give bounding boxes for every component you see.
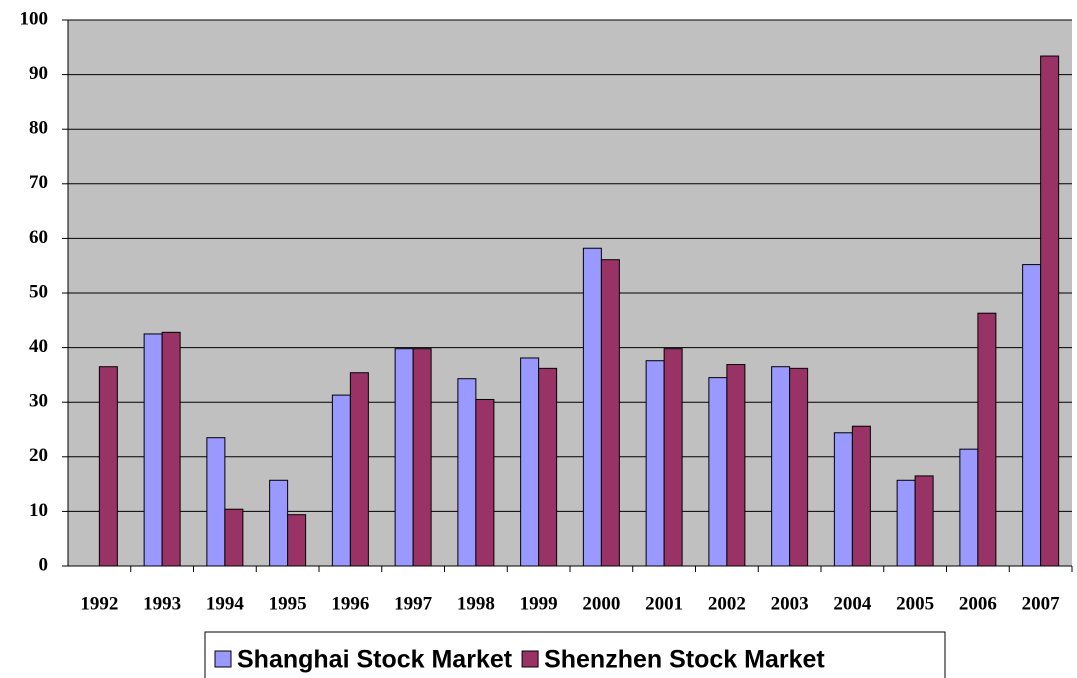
y-tick-label: 0: [39, 554, 49, 575]
bar: [914, 475, 934, 567]
x-tick-label: 2006: [959, 593, 997, 614]
bar: [206, 437, 226, 567]
bar: [269, 479, 289, 567]
bar: [412, 348, 432, 567]
x-tick-label: 2007: [1022, 593, 1061, 614]
y-tick-label: 10: [29, 500, 48, 521]
bar: [331, 394, 351, 567]
bar: [394, 348, 414, 567]
legend-box: [204, 631, 946, 678]
legend-swatch: [214, 650, 232, 668]
y-tick-label: 80: [29, 118, 48, 139]
x-tick-label: 2004: [833, 593, 872, 614]
bar: [851, 425, 871, 567]
bar: [896, 479, 916, 567]
bar: [600, 259, 620, 567]
bar: [959, 448, 979, 567]
bar: [1022, 264, 1042, 567]
bar: [663, 348, 683, 567]
x-tick-label: 1997: [394, 593, 433, 614]
bar: [708, 377, 728, 567]
y-tick-label: 30: [29, 391, 48, 412]
x-tick-label: 1994: [206, 593, 245, 614]
bar: [161, 331, 181, 567]
x-tick-label: 2002: [708, 593, 746, 614]
bar: [287, 514, 307, 567]
x-tick-label: 1993: [143, 593, 181, 614]
bar: [349, 372, 369, 567]
y-tick-label: 70: [29, 172, 48, 193]
bar: [833, 432, 853, 567]
y-tick-label: 20: [29, 445, 48, 466]
x-tick-label: 2001: [645, 593, 683, 614]
x-tick-label: 1998: [457, 593, 495, 614]
x-tick-label: 1992: [80, 593, 118, 614]
bar: [457, 378, 477, 567]
y-tick-label: 50: [29, 281, 48, 302]
legend-label: Shanghai Stock Market: [237, 646, 513, 674]
legend-label: Shenzhen Stock Market: [544, 646, 825, 674]
x-tick-label: 1995: [269, 593, 307, 614]
bar: [977, 312, 997, 567]
x-tick-label: 1996: [331, 593, 369, 614]
y-tick-label: 100: [20, 8, 49, 29]
bar: [726, 364, 746, 567]
bar: [98, 366, 118, 567]
bar: [143, 333, 163, 567]
bar: [645, 360, 665, 567]
bar: [1040, 55, 1060, 567]
bar: [771, 366, 791, 567]
y-tick-label: 40: [29, 336, 48, 357]
bar: [475, 398, 495, 567]
y-tick-label: 90: [29, 63, 48, 84]
bar: [582, 247, 602, 567]
x-tick-label: 2000: [582, 593, 620, 614]
x-tick-label: 2005: [896, 593, 934, 614]
bar: [224, 508, 244, 567]
x-tick-label: 2003: [771, 593, 809, 614]
bar: [520, 357, 540, 567]
bar: [538, 367, 558, 567]
legend-swatch: [521, 650, 539, 668]
bar: [789, 367, 809, 567]
x-tick-label: 1999: [520, 593, 558, 614]
y-tick-label: 60: [29, 227, 48, 248]
